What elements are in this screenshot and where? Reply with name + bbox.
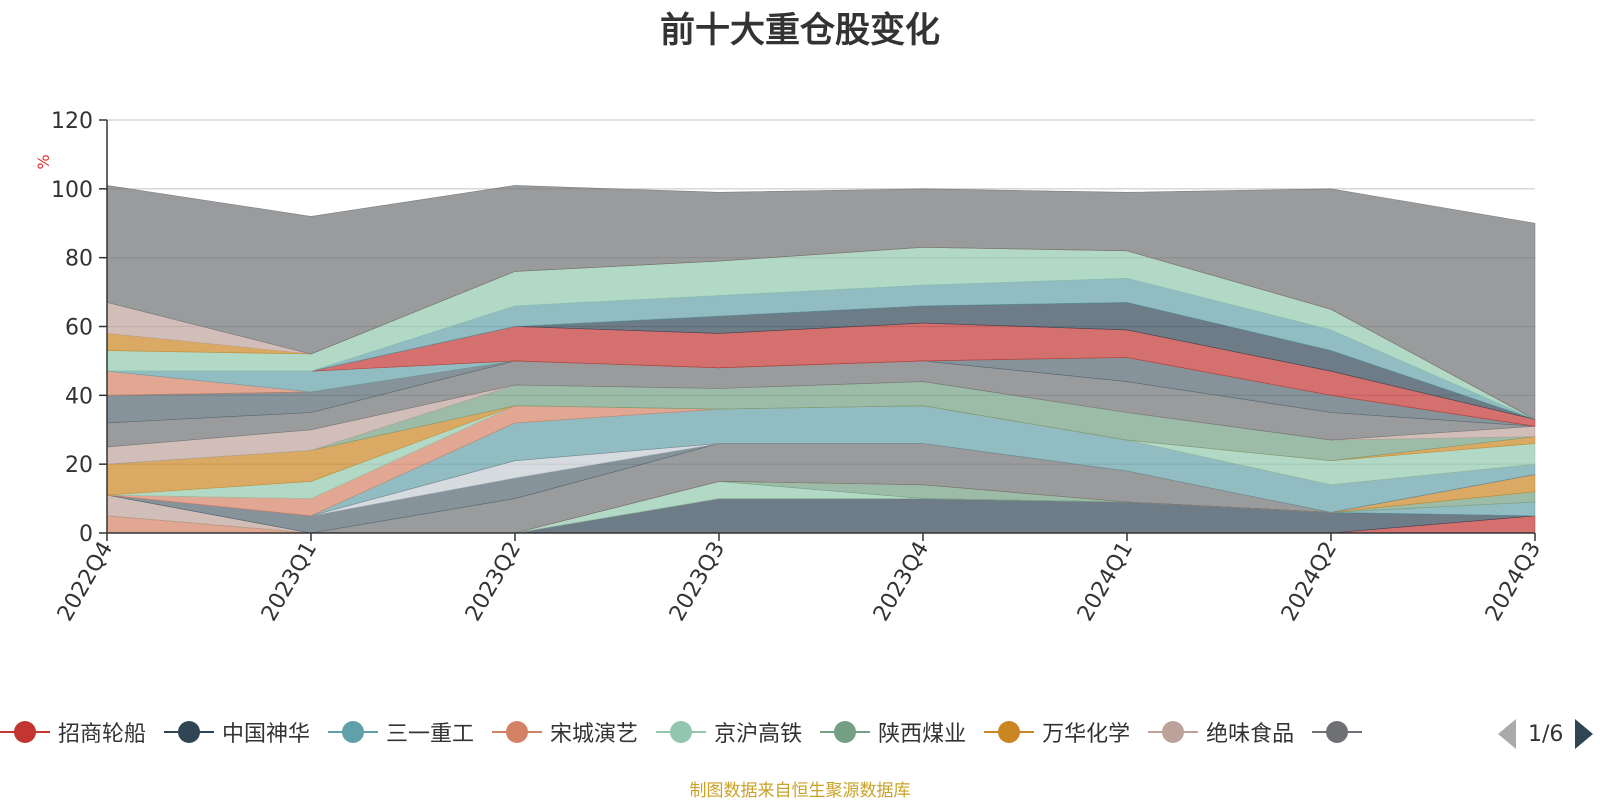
chart-title: 前十大重仓股变化 (659, 11, 940, 51)
legend-marker-icon (1148, 717, 1199, 747)
x-tick-label: 2023Q1 (257, 538, 322, 626)
legend-label: 中国神华 (222, 722, 311, 747)
legend-label: 宋城演艺 (550, 722, 639, 747)
legend-marker-icon (328, 717, 379, 747)
legend-page-indicator: 1/6 (1528, 721, 1564, 747)
area-series-28 (106, 185, 1536, 420)
x-tick-label: 2022Q4 (53, 538, 118, 626)
legend-marker-icon (984, 717, 1035, 747)
legend-prev-page-button[interactable] (1498, 719, 1516, 749)
legend-item-4[interactable]: 京沪高铁 (656, 712, 814, 752)
legend-item-5[interactable]: 陕西煤业 (820, 712, 978, 752)
y-tick-label: 100 (51, 178, 93, 203)
legend-label: 陕西煤业 (878, 722, 967, 747)
legend-marker-icon (820, 717, 871, 747)
legend-marker-icon (164, 717, 215, 747)
legend-item-7[interactable]: 绝味食品 (1148, 712, 1306, 752)
legend-item-1[interactable]: 中国神华 (164, 712, 322, 752)
y-tick-label: 60 (65, 316, 93, 341)
x-tick-label: 2023Q4 (869, 538, 934, 626)
y-tick-label: 40 (65, 384, 93, 409)
legend-marker-icon (1312, 717, 1363, 747)
legend-next-page-button[interactable] (1575, 719, 1594, 749)
x-tick-label: 2023Q2 (461, 538, 526, 626)
x-tick-label: 2024Q2 (1277, 538, 1342, 626)
area-series-layer (106, 185, 1536, 534)
y-tick-label: 80 (65, 247, 93, 272)
legend-item-0[interactable]: 招商轮船 (0, 712, 158, 752)
legend-label: 万华化学 (1042, 722, 1131, 747)
legend-item-3[interactable]: 宋城演艺 (492, 712, 650, 752)
data-source-note: 制图数据来自恒生聚源数据库 (689, 781, 911, 801)
legend: 招商轮船 中国神华 三一重工 宋城演艺 京沪高铁 陕西煤业 万华化学 绝味食品 (0, 712, 1502, 752)
x-tick-label: 2023Q3 (665, 538, 730, 626)
legend-marker-icon (492, 717, 543, 747)
x-tick-label: 2024Q3 (1481, 538, 1546, 626)
legend-label: 招商轮船 (58, 722, 147, 747)
legend-label: 京沪高铁 (714, 722, 803, 747)
legend-item-6[interactable]: 万华化学 (984, 712, 1142, 752)
y-tick-label: 20 (65, 453, 93, 478)
legend-label: 三一重工 (386, 722, 475, 747)
legend-marker-icon (656, 717, 707, 747)
legend-label: 绝味食品 (1206, 722, 1295, 747)
legend-marker-icon (0, 717, 50, 747)
y-tick-label: 120 (51, 109, 93, 134)
legend-item-2[interactable]: 三一重工 (328, 712, 486, 752)
legend-pager: 1/6 (1498, 716, 1594, 752)
y-tick-label: 0 (79, 522, 93, 547)
stacked-area-chart: 0 20 40 60 80 100 120 2022Q4 2023Q1 2023Q2 2023Q3 2… (34, 109, 1546, 626)
y-axis-unit-label: % (34, 154, 53, 169)
legend-item-overflow[interactable] (1312, 712, 1363, 752)
x-tick-label: 2024Q1 (1073, 538, 1138, 626)
